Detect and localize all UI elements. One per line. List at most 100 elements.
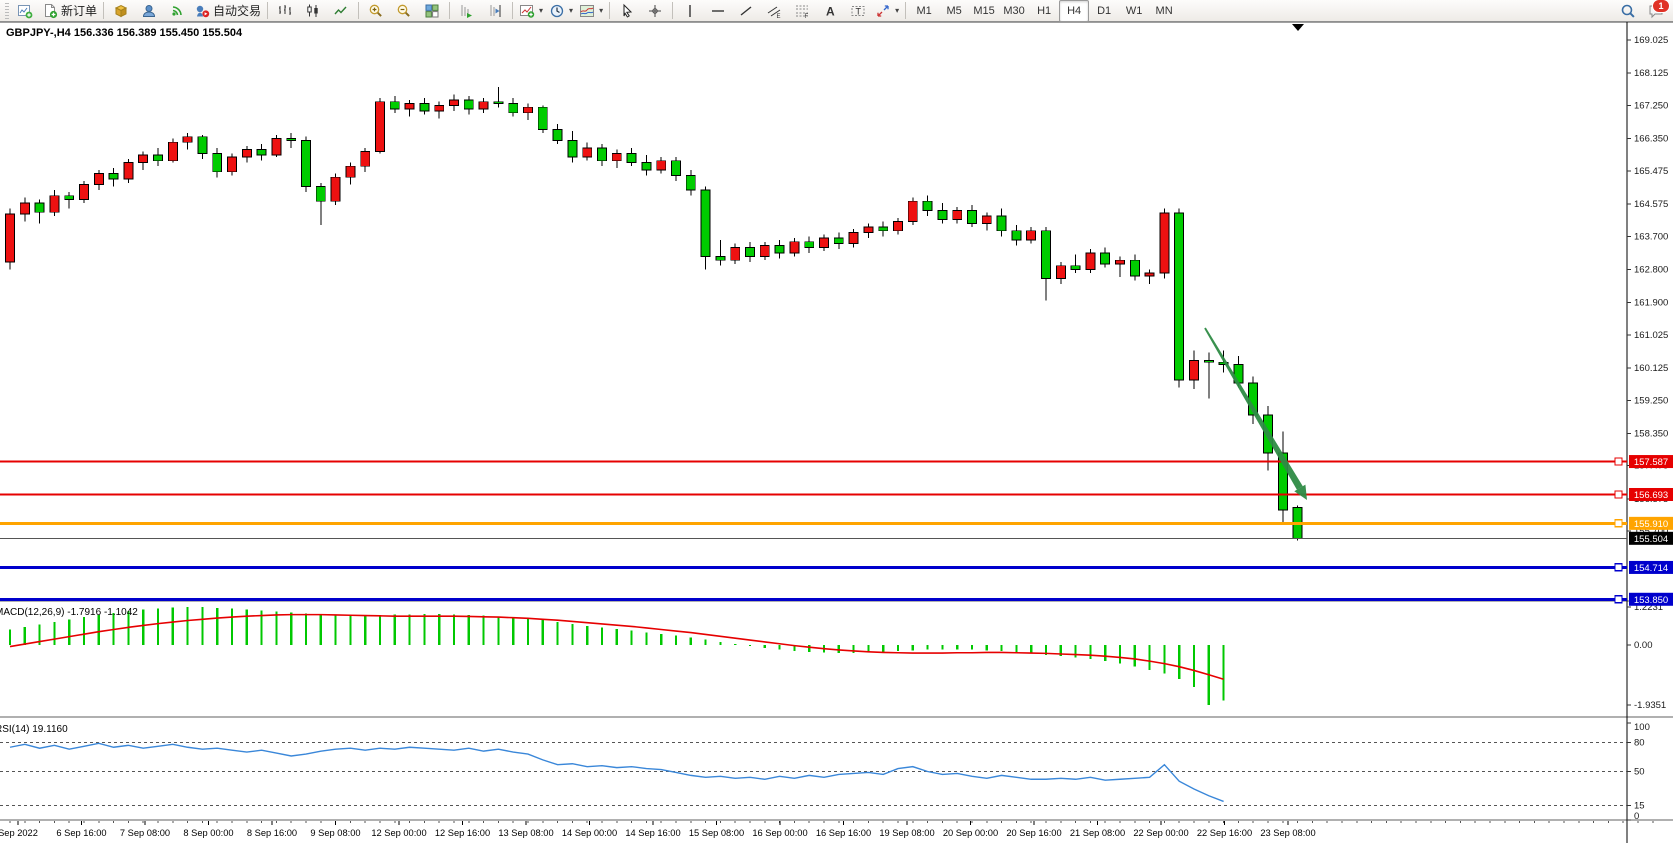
time-axis-label[interactable]: 7 Sep 08:00: [120, 828, 170, 838]
time-axis-label[interactable]: 14 Sep 16:00: [625, 828, 680, 838]
text-label-icon: T: [850, 3, 866, 19]
rsi-line: [9, 742, 1224, 803]
time-axis-label[interactable]: 16 Sep 00:00: [752, 828, 807, 838]
time-axis-label[interactable]: 12 Sep 00:00: [371, 828, 426, 838]
candle-body: [138, 154, 149, 163]
zoom-out-button[interactable]: [390, 0, 418, 22]
auto-scroll-button[interactable]: [453, 0, 481, 22]
new-order-button[interactable]: 新订单: [39, 0, 100, 22]
timeframe-d1-button[interactable]: D1: [1097, 4, 1112, 17]
time-axis-label[interactable]: 20 Sep 16:00: [1006, 828, 1061, 838]
timeframe-mn-button[interactable]: MN: [1155, 4, 1173, 17]
bar-chart-icon: [277, 3, 293, 19]
equidistant-channel-button[interactable]: E: [760, 0, 788, 22]
crosshair-button[interactable]: [641, 0, 669, 22]
candle-body: [478, 101, 489, 110]
time-axis-label[interactable]: 13 Sep 08:00: [498, 828, 553, 838]
level-endpoint-marker[interactable]: [1614, 490, 1623, 499]
time-axis-label[interactable]: 16 Sep 16:00: [816, 828, 871, 838]
chat-button[interactable]: 1: [1642, 0, 1670, 22]
signals-button[interactable]: [163, 0, 191, 22]
macd-axis-label: 0.00: [1634, 640, 1653, 651]
zoom-in-button[interactable]: [362, 0, 390, 22]
time-axis-label[interactable]: 20 Sep 00:00: [943, 828, 998, 838]
fibonacci-button[interactable]: F: [788, 0, 816, 22]
mql5-community-button[interactable]: [135, 0, 163, 22]
level-endpoint-marker[interactable]: [1614, 457, 1623, 466]
vertical-line-button[interactable]: [676, 0, 704, 22]
time-axis-label[interactable]: 23 Sep 08:00: [1260, 828, 1315, 838]
indicators-button[interactable]: ▾: [516, 0, 546, 22]
trendline-button[interactable]: [732, 0, 760, 22]
rsi-axis-label: 0: [1634, 811, 1639, 822]
level-endpoint-marker[interactable]: [1614, 563, 1623, 572]
candlestick-chart-button[interactable]: [299, 0, 327, 22]
time-axis-label[interactable]: 22 Sep 16:00: [1197, 828, 1252, 838]
candle-body: [34, 202, 45, 213]
periods-button[interactable]: ▾: [546, 0, 576, 22]
candle-body: [893, 221, 903, 232]
toolbar-separator: [512, 2, 514, 19]
arrows-button[interactable]: ▾: [872, 0, 902, 22]
new-chart-icon: [17, 3, 33, 19]
main-toolbar: 新订单 自动交易 ▾ ▾ ▾ E F A T ▾ M1 M5 M15 M30 H1 H4 D1 W1 MN 1: [0, 0, 1673, 22]
trend-arrow-annotation[interactable]: [1204, 327, 1303, 490]
signals-icon: [169, 3, 185, 19]
price-tick-label: 159.250: [1634, 395, 1668, 406]
price-label-text: 155.910: [1634, 519, 1668, 530]
candle-body: [700, 189, 711, 257]
cursor-button[interactable]: [613, 0, 641, 22]
search-button[interactable]: [1614, 0, 1642, 22]
timeframe-m1-button[interactable]: M1: [916, 4, 932, 17]
time-axis-label[interactable]: 6 Sep 16:00: [56, 828, 106, 838]
chevron-down-icon[interactable]: ▾: [569, 6, 574, 15]
candle-body: [1070, 265, 1081, 270]
time-axis-label[interactable]: 9 Sep 08:00: [310, 828, 360, 838]
chevron-down-icon[interactable]: ▾: [895, 6, 900, 15]
price-label-text: 157.587: [1634, 457, 1668, 468]
time-axis-label[interactable]: 8 Sep 16:00: [247, 828, 297, 838]
level-endpoint-marker[interactable]: [1614, 519, 1623, 528]
toolbar-grip: [5, 2, 9, 19]
chevron-down-icon[interactable]: ▾: [599, 6, 604, 15]
time-axis-label[interactable]: 14 Sep 00:00: [562, 828, 617, 838]
chart-shift-marker[interactable]: [1292, 24, 1304, 31]
new-chart-button[interactable]: [11, 0, 39, 22]
timeframe-m5-button[interactable]: M5: [946, 4, 962, 17]
candle-body: [804, 241, 815, 248]
bar-chart-button[interactable]: [271, 0, 299, 22]
time-axis-label[interactable]: Sep 2022: [0, 828, 38, 838]
candle-body: [774, 245, 785, 254]
time-axis-label[interactable]: 15 Sep 08:00: [689, 828, 744, 838]
macd-signal-line: [9, 613, 1224, 680]
time-axis-label[interactable]: 21 Sep 08:00: [1070, 828, 1125, 838]
time-axis-label[interactable]: 8 Sep 00:00: [183, 828, 233, 838]
time-axis-label[interactable]: 12 Sep 16:00: [435, 828, 490, 838]
timeframe-w1-button[interactable]: W1: [1125, 4, 1143, 17]
chevron-down-icon[interactable]: ▾: [539, 6, 544, 15]
chart-title-ohlc: GBPJPY-,H4 156.336 156.389 155.450 155.5…: [6, 27, 243, 39]
candle-body: [375, 101, 385, 152]
level-endpoint-marker[interactable]: [1614, 595, 1623, 604]
candle-body: [1189, 360, 1199, 381]
chart-shift-button[interactable]: [481, 0, 509, 22]
timeframe-m30-button[interactable]: M30: [1003, 4, 1025, 17]
autotrade-button[interactable]: 自动交易: [191, 0, 264, 22]
time-axis-label[interactable]: 22 Sep 00:00: [1133, 828, 1188, 838]
text-label-button[interactable]: T: [844, 0, 872, 22]
autotrade-label: 自动交易: [213, 4, 262, 18]
line-chart-button[interactable]: [327, 0, 355, 22]
mql5-community-icon: [141, 3, 157, 19]
tile-windows-button[interactable]: [418, 0, 446, 22]
candle-body: [833, 237, 844, 245]
timeframe-h4-button[interactable]: H4: [1059, 0, 1090, 22]
horizontal-line-button[interactable]: [704, 0, 732, 22]
timeframe-h1-button[interactable]: H1: [1037, 4, 1052, 17]
market-watch-box-button[interactable]: [107, 0, 135, 22]
text-button[interactable]: A: [816, 0, 844, 22]
templates-button[interactable]: ▾: [576, 0, 606, 22]
timeframe-m15-button[interactable]: M15: [973, 4, 995, 17]
time-axis-label[interactable]: 19 Sep 08:00: [879, 828, 934, 838]
trend-arrow-head[interactable]: [1294, 484, 1307, 500]
